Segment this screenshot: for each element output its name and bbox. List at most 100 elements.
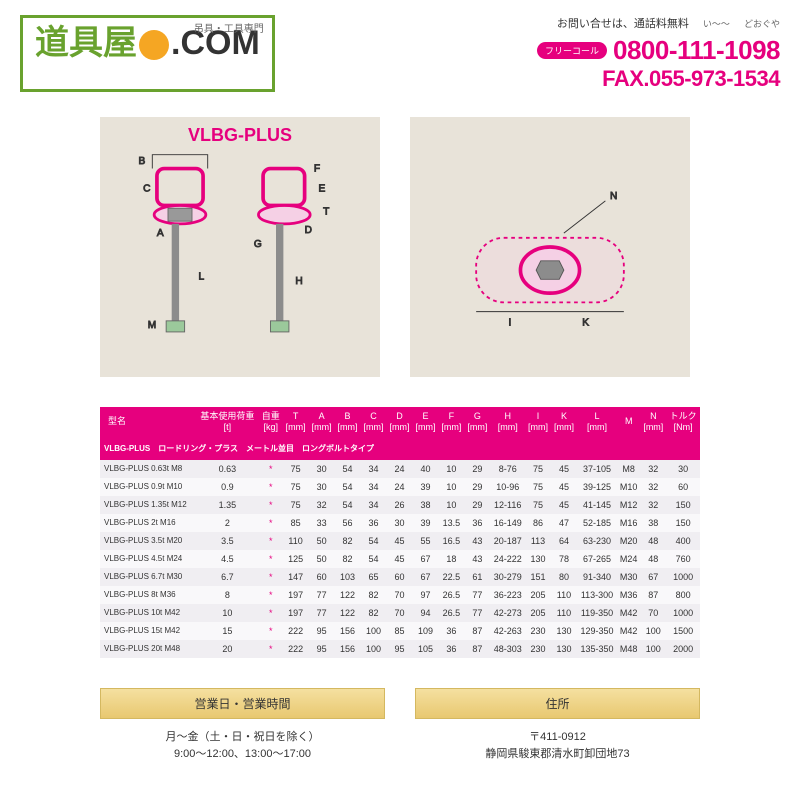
table-cell: VLBG-PLUS 1.35t M12 [100, 496, 196, 514]
address-body: 〒411-0912 静岡県駿東郡清水町卸団地73 [415, 719, 700, 774]
table-cell: M16 [617, 514, 640, 532]
fax-number: FAX.055-973-1534 [295, 66, 780, 92]
table-cell: 40 [412, 460, 438, 478]
table-cell: 32 [640, 478, 666, 496]
hours-body: 月～金（土・日・祝日を除く） 9:00～12:00、13:00～17:00 [100, 719, 385, 774]
table-cell: 43 [464, 532, 490, 550]
table-cell: 38 [640, 514, 666, 532]
table-cell: 16-149 [490, 514, 525, 532]
table-cell: VLBG-PLUS 15t M42 [100, 622, 196, 640]
phone-number: 0800-111-1098 [613, 35, 780, 66]
table-cell: 1000 [666, 604, 700, 622]
footer-hours: 営業日・営業時間 月～金（土・日・祝日を除く） 9:00～12:00、13:00… [100, 688, 385, 774]
table-cell: 222 [283, 640, 309, 658]
table-cell: 33 [309, 514, 335, 532]
table-cell: 75 [283, 496, 309, 514]
table-cell: * [259, 514, 283, 532]
table-cell: 52-185 [577, 514, 617, 532]
table-header-cell: D[mm] [387, 407, 413, 437]
table-cell: 197 [283, 586, 309, 604]
table-cell: 16.5 [438, 532, 464, 550]
table-cell: 75 [525, 496, 551, 514]
table-cell: 48-303 [490, 640, 525, 658]
table-cell: 67 [640, 568, 666, 586]
header: 吊具・工具専門 道具屋.COM お問い合せは、通話料無料 い～～ どおぐや フリ… [0, 0, 800, 117]
diagrams-row: VLBG-PLUS B C A M L F E T G D [0, 117, 800, 407]
diagram-svg-right: N I K [420, 127, 680, 367]
table-cell: 50 [309, 532, 335, 550]
table-cell: 15 [196, 622, 259, 640]
table-cell: 18 [438, 550, 464, 568]
table-cell: 85 [387, 622, 413, 640]
table-cell: M12 [617, 496, 640, 514]
table-cell: 36-223 [490, 586, 525, 604]
table-cell: 129-350 [577, 622, 617, 640]
table-cell: 75 [283, 460, 309, 478]
table-cell: M20 [617, 532, 640, 550]
table-cell: 70 [387, 604, 413, 622]
wrench-icon [139, 30, 169, 60]
table-cell: 75 [525, 478, 551, 496]
table-cell: M30 [617, 568, 640, 586]
table-cell: 54 [335, 460, 361, 478]
table-row: VLBG-PLUS 1.35t M121.35*7532543426381029… [100, 496, 700, 514]
table-cell: 86 [525, 514, 551, 532]
table-cell: 61 [464, 568, 490, 586]
table-cell: * [259, 622, 283, 640]
table-header-cell: 型名 [100, 407, 196, 437]
svg-text:A: A [157, 228, 164, 239]
diagram-left: VLBG-PLUS B C A M L F E T G D [100, 117, 380, 377]
table-header-cell: M [617, 407, 640, 437]
table-cell: 22.5 [438, 568, 464, 586]
table-header-cell: B[mm] [335, 407, 361, 437]
table-header-cell: T[mm] [283, 407, 309, 437]
table-cell: 48 [640, 532, 666, 550]
table-cell: 45 [387, 550, 413, 568]
table-cell: 38 [412, 496, 438, 514]
table-cell: 82 [335, 532, 361, 550]
svg-text:B: B [138, 156, 145, 167]
table-cell: 10 [438, 460, 464, 478]
table-cell: 78 [551, 550, 577, 568]
table-cell: 10-96 [490, 478, 525, 496]
table-cell: M36 [617, 586, 640, 604]
table-cell: 77 [309, 586, 335, 604]
table-cell: 1000 [666, 568, 700, 586]
table-cell: 12-116 [490, 496, 525, 514]
footer: 営業日・営業時間 月～金（土・日・祝日を除く） 9:00～12:00、13:00… [0, 678, 800, 784]
freecall-badge: フリーコール [537, 42, 607, 59]
table-cell: 100 [361, 622, 387, 640]
table-cell: 34 [361, 460, 387, 478]
table-cell: 760 [666, 550, 700, 568]
table-cell: 205 [525, 604, 551, 622]
table-cell: 63-230 [577, 532, 617, 550]
table-cell: 45 [387, 532, 413, 550]
table-cell: 43 [464, 550, 490, 568]
table-body: VLBG-PLUS ロードリング・プラス メートル並目 ロングボルトタイプ VL… [100, 437, 700, 658]
table-cell: 48 [640, 550, 666, 568]
table-cell: 87 [464, 640, 490, 658]
svg-text:I: I [508, 317, 511, 328]
table-header-cell: C[mm] [361, 407, 387, 437]
table-cell: 60 [309, 568, 335, 586]
table-cell: 400 [666, 532, 700, 550]
svg-text:H: H [295, 276, 302, 287]
table-cell: 113 [525, 532, 551, 550]
diagram-right: N I K [410, 117, 690, 377]
table-cell: 45 [551, 496, 577, 514]
table-cell: M24 [617, 550, 640, 568]
table-cell: 95 [309, 640, 335, 658]
table-cell: 87 [464, 622, 490, 640]
table-row: VLBG-PLUS 6.7t M306.7*1476010365606722.5… [100, 568, 700, 586]
table-cell: 1500 [666, 622, 700, 640]
table-cell: 39 [412, 478, 438, 496]
svg-text:T: T [323, 207, 329, 218]
svg-text:N: N [610, 191, 617, 202]
table-cell: 30 [666, 460, 700, 478]
table-header-cell: L[mm] [577, 407, 617, 437]
table-cell: 54 [361, 550, 387, 568]
table-header-cell: トルク[Nm] [666, 407, 700, 437]
diagram-svg-left: B C A M L F E T G D H [110, 127, 370, 367]
table-cell: * [259, 478, 283, 496]
table-cell: 105 [412, 640, 438, 658]
